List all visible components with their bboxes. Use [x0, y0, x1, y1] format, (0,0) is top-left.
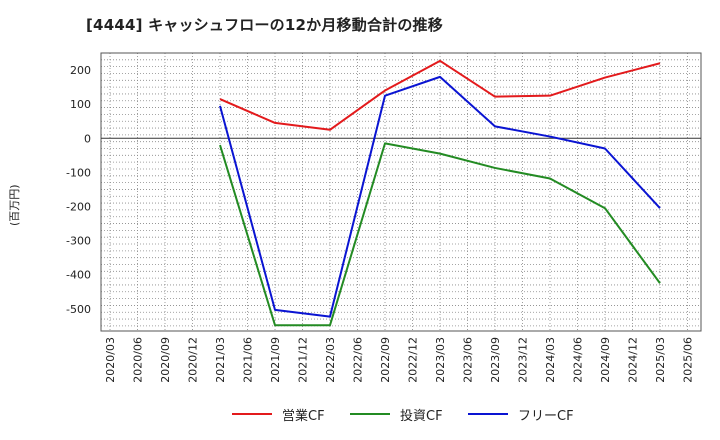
x-tick-label: 2025/06 [682, 337, 695, 383]
x-tick-label: 2020/06 [132, 337, 145, 383]
y-tick-label: 200 [70, 64, 91, 77]
y-tick-label: -100 [66, 166, 91, 179]
x-tick-label: 2021/03 [214, 337, 227, 383]
y-tick-label: -400 [66, 269, 91, 282]
x-tick-label: 2022/12 [407, 337, 420, 383]
series-line-operating-cf [219, 59, 661, 131]
x-tick-label: 2024/03 [544, 337, 557, 383]
plot-frame [100, 52, 702, 332]
series-line-investing-cf [219, 142, 661, 327]
x-tick-label: 2020/09 [159, 337, 172, 383]
legend: 営業CF 投資CF フリーCF [0, 402, 720, 426]
x-tick-label: 2022/09 [379, 337, 392, 383]
chart-title: [4444] キャッシュフローの12か月移動合計の推移 [86, 16, 443, 34]
y-tick-labels: 200 100 0 -100 -200 -300 -400 -500 [66, 64, 91, 316]
legend-swatch-operating-cf [232, 413, 272, 415]
x-tick-label: 2022/03 [324, 337, 337, 383]
legend-swatch-investing-cf [350, 413, 390, 415]
x-tick-labels: 2020/03 2020/06 2020/09 2020/12 2021/03 2021/… [104, 337, 695, 383]
y-tick-label: 0 [84, 132, 91, 145]
x-tick-label: 2024/12 [627, 337, 640, 383]
series-line-free-cf [219, 75, 661, 318]
legend-label-investing-cf: 投資CF [400, 408, 443, 424]
grid-lines [101, 53, 701, 331]
x-tick-label: 2025/03 [654, 337, 667, 383]
x-tick-label: 2024/06 [572, 337, 585, 383]
x-tick-label: 2022/06 [352, 337, 365, 383]
legend-label-operating-cf: 営業CF [282, 408, 325, 424]
series-lines [219, 59, 661, 327]
x-tick-label: 2021/09 [269, 337, 282, 383]
y-tick-label: 100 [70, 98, 91, 111]
x-tick-label: 2020/12 [187, 337, 200, 383]
legend-item-investing-cf: 投資CF [350, 402, 443, 426]
y-tick-label: -200 [66, 200, 91, 213]
legend-item-free-cf: フリーCF [468, 402, 574, 426]
legend-swatch-free-cf [468, 413, 508, 415]
legend-item-operating-cf: 営業CF [232, 402, 325, 426]
x-tick-label: 2023/09 [489, 337, 502, 383]
y-tick-label: -500 [66, 303, 91, 316]
x-tick-label: 2023/12 [517, 337, 530, 383]
y-tick-label: -300 [66, 235, 91, 248]
x-tick-label: 2023/03 [434, 337, 447, 383]
x-tick-label: 2023/06 [462, 337, 475, 383]
x-tick-label: 2021/06 [242, 337, 255, 383]
legend-label-free-cf: フリーCF [518, 408, 574, 424]
x-tick-label: 2020/03 [104, 337, 117, 383]
x-tick-label: 2021/12 [297, 337, 310, 383]
x-tick-label: 2024/09 [599, 337, 612, 383]
